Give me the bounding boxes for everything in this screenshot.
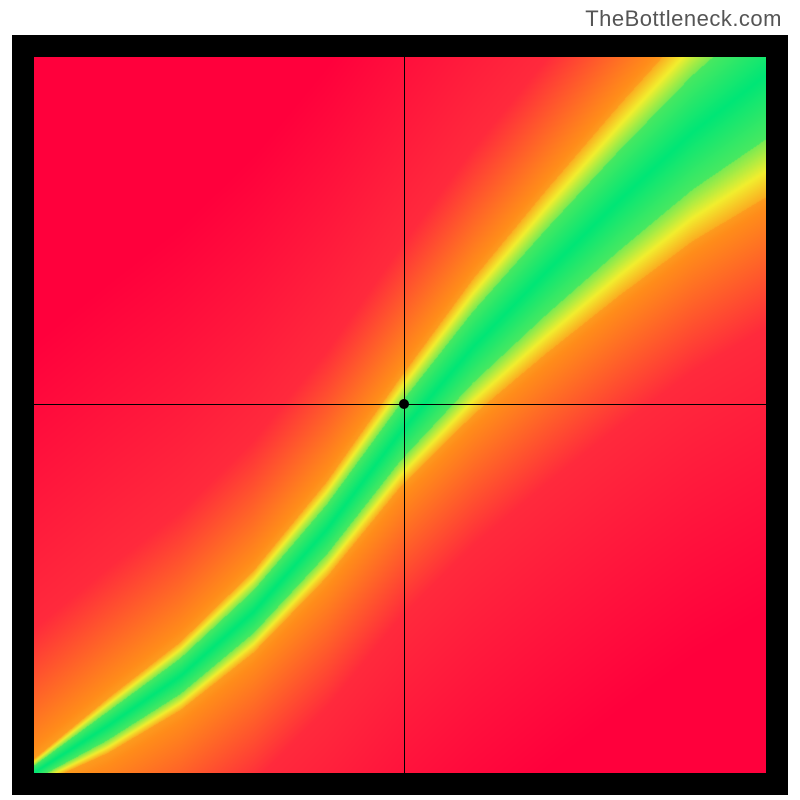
chart-frame	[12, 35, 788, 795]
watermark-text: TheBottleneck.com	[585, 6, 782, 32]
heatmap-canvas	[34, 57, 766, 773]
chart-plot-area	[34, 57, 766, 773]
crosshair-marker	[399, 399, 409, 409]
crosshair-vertical	[404, 57, 405, 773]
